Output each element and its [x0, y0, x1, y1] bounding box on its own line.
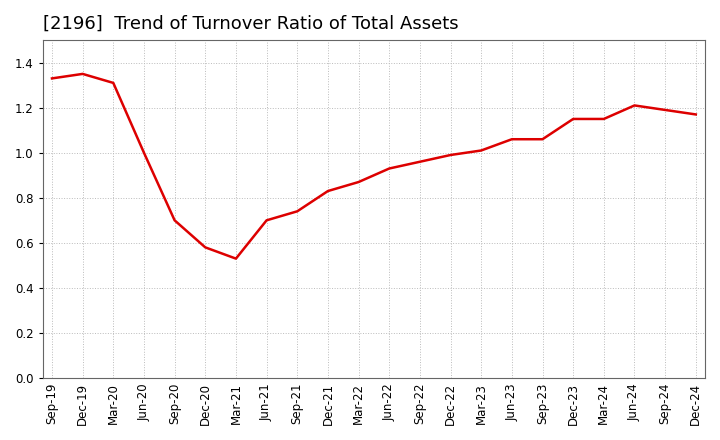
Text: [2196]  Trend of Turnover Ratio of Total Assets: [2196] Trend of Turnover Ratio of Total …	[42, 15, 459, 33]
